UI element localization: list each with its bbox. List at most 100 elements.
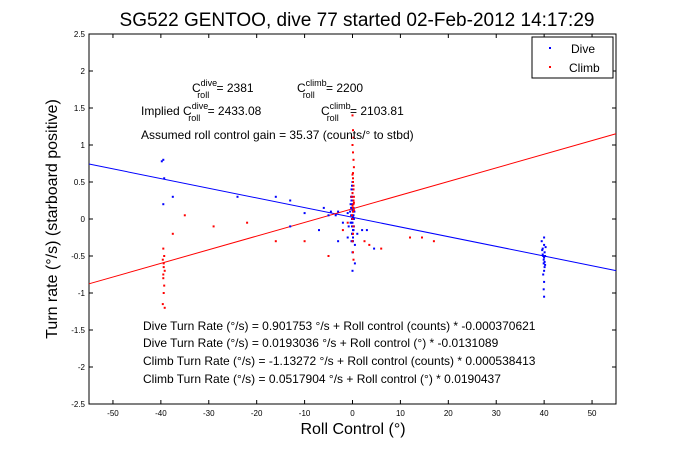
dive-point bbox=[341, 221, 344, 224]
x-tick-label: -10 bbox=[299, 409, 311, 418]
dive-point bbox=[289, 199, 292, 202]
climb-point bbox=[352, 251, 354, 254]
dive-point bbox=[352, 218, 355, 220]
dive-point bbox=[352, 214, 355, 217]
climb-point bbox=[351, 144, 354, 146]
climb-point bbox=[163, 306, 166, 309]
dive-point bbox=[236, 195, 239, 198]
x-axis-ticks: -50 -40 -30 -20 -10 0 10 20 30 40 50 bbox=[107, 34, 597, 418]
dive-point bbox=[351, 209, 354, 212]
climb-counts-equation: Climb Turn Rate (°/s) = -1.13272 °/s + R… bbox=[143, 354, 536, 368]
data-points bbox=[160, 114, 547, 309]
dive-point bbox=[352, 236, 354, 239]
x-tick-label: 10 bbox=[396, 409, 405, 418]
dive-point bbox=[543, 266, 546, 269]
climb-point bbox=[352, 225, 355, 228]
climb-point bbox=[352, 172, 354, 175]
climb-point bbox=[421, 236, 423, 239]
dive-point bbox=[542, 258, 545, 261]
climb-point bbox=[351, 214, 353, 217]
dive-point bbox=[349, 210, 352, 213]
climb-point bbox=[352, 166, 355, 169]
dive-point bbox=[351, 225, 353, 228]
x-tick-label: 30 bbox=[492, 409, 501, 418]
climb-point bbox=[380, 247, 383, 250]
x-tick-label: -50 bbox=[107, 409, 119, 418]
climb-point bbox=[352, 203, 355, 206]
climb-point bbox=[351, 192, 354, 195]
climb-point bbox=[432, 240, 435, 243]
climb-point bbox=[341, 229, 344, 232]
dive-point bbox=[541, 247, 544, 250]
climb-point bbox=[352, 209, 355, 212]
y-axis-label: Turn rate (°/s) (starboard positive) bbox=[44, 99, 61, 339]
dive-point bbox=[334, 214, 337, 217]
dive-point bbox=[542, 288, 545, 291]
y-tick-label: -2 bbox=[78, 363, 86, 372]
x-tick-label: -20 bbox=[251, 409, 263, 418]
c-climb-label: Cclimb roll = 2200 bbox=[297, 78, 363, 100]
y-tick-label: 1 bbox=[81, 141, 86, 150]
dive-point bbox=[543, 269, 546, 272]
climb-point bbox=[352, 181, 354, 183]
x-axis-label: Roll Control (°) bbox=[300, 421, 405, 438]
climb-point bbox=[162, 277, 165, 280]
y-tick-label: -1.5 bbox=[71, 326, 85, 335]
dive-point bbox=[353, 243, 356, 246]
y-tick-label: 0.5 bbox=[74, 178, 86, 187]
dive-point bbox=[352, 229, 354, 232]
dive-point bbox=[543, 236, 546, 239]
climb-point bbox=[352, 177, 354, 180]
dive-point bbox=[351, 221, 354, 224]
dive-point bbox=[352, 216, 354, 219]
climb-point bbox=[161, 303, 164, 306]
x-tick-label: 20 bbox=[444, 409, 453, 418]
climb-point bbox=[162, 273, 165, 276]
dive-point bbox=[541, 253, 544, 256]
climb-point bbox=[409, 236, 411, 239]
climb-point bbox=[327, 255, 330, 257]
dive-point bbox=[541, 249, 544, 252]
climb-point bbox=[346, 221, 349, 224]
x-tick-label: -40 bbox=[155, 409, 167, 418]
climb-point bbox=[352, 158, 355, 161]
dive-point bbox=[349, 221, 352, 224]
y-axis-ticks: -2.5 -2 -1.5 -1 -0.5 0 0.5 1 1.5 2 2.5 bbox=[71, 30, 616, 409]
climb-point bbox=[352, 195, 355, 198]
dive-point bbox=[289, 225, 292, 228]
x-tick-label: 50 bbox=[588, 409, 597, 418]
dive-point bbox=[350, 206, 353, 209]
climb-point bbox=[352, 258, 355, 261]
dive-point bbox=[542, 262, 545, 265]
climb-point bbox=[352, 199, 355, 202]
x-tick-label: -30 bbox=[203, 409, 215, 418]
dive-point bbox=[346, 236, 349, 239]
dive-point bbox=[543, 243, 546, 246]
dive-point bbox=[303, 212, 306, 215]
legend-climb-marker bbox=[549, 66, 551, 68]
dive-point bbox=[349, 203, 352, 206]
dive-point bbox=[346, 212, 349, 215]
dive-point bbox=[544, 246, 547, 249]
dive-point bbox=[373, 247, 376, 250]
dive-point bbox=[542, 255, 545, 257]
dive-point bbox=[162, 203, 165, 206]
legend: Dive Climb bbox=[531, 36, 614, 79]
climb-point bbox=[351, 218, 354, 220]
implied-dive-label: Implied Cdive roll = 2433.08 bbox=[141, 101, 262, 123]
y-tick-label: -0.5 bbox=[71, 252, 85, 261]
fit-equations: Dive Turn Rate (°/s) = 0.901753 °/s + Ro… bbox=[143, 319, 536, 386]
dive-point bbox=[337, 210, 340, 213]
dive-point bbox=[162, 158, 165, 161]
implied-climb-label: Cclimb roll = 2103.81 bbox=[321, 101, 404, 123]
dive-degrees-equation: Dive Turn Rate (°/s) = 0.0193036 °/s + R… bbox=[143, 336, 499, 350]
climb-point bbox=[161, 258, 164, 261]
climb-point bbox=[352, 232, 354, 235]
climb-point bbox=[351, 204, 354, 207]
dive-point bbox=[160, 160, 163, 163]
climb-point bbox=[363, 240, 366, 243]
climb-degrees-equation: Climb Turn Rate (°/s) = 0.0517904 °/s + … bbox=[143, 372, 501, 386]
climb-point bbox=[352, 129, 354, 132]
y-tick-label: 1.5 bbox=[74, 104, 86, 113]
